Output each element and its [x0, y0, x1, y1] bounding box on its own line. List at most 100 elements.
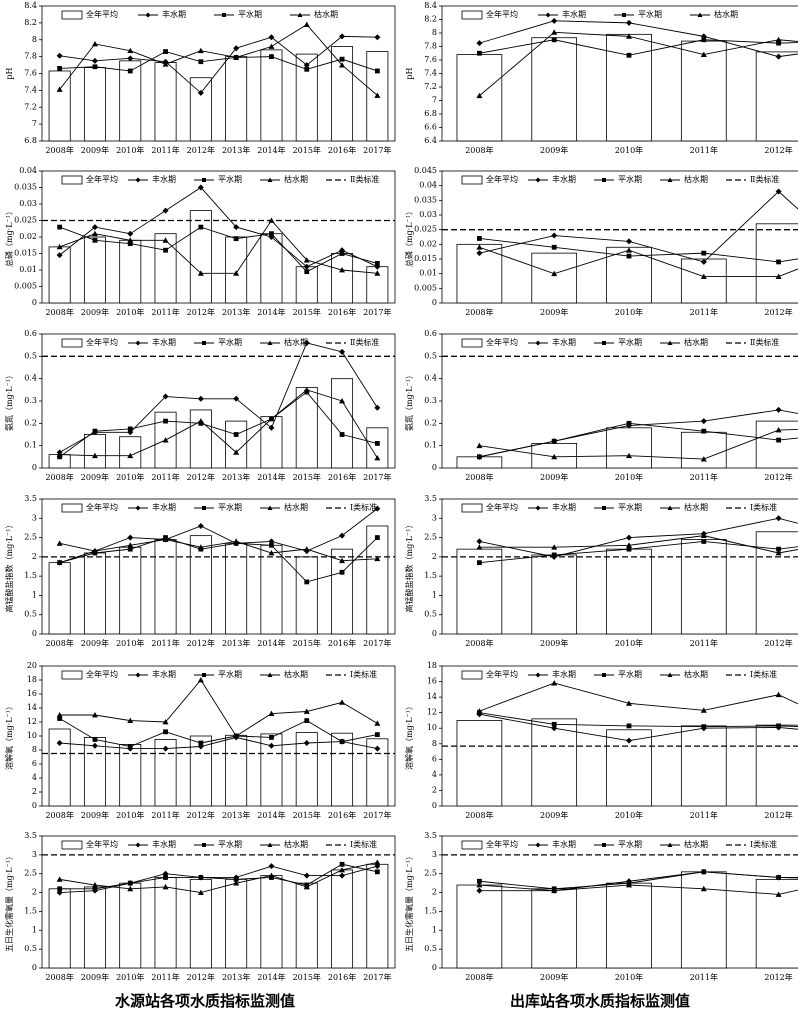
marker-diamond — [700, 418, 707, 425]
marker-diamond — [339, 532, 346, 539]
bar — [295, 53, 318, 142]
series-line — [59, 35, 378, 94]
y-tick-label: 0 — [32, 629, 37, 638]
x-tick-label: 2012年 — [187, 472, 215, 482]
y-tick-label: 0.035 — [414, 195, 437, 204]
series-line — [479, 517, 798, 558]
marker-diamond — [135, 842, 141, 848]
marker-triangle — [197, 889, 204, 895]
x-tick-label: 2012年 — [764, 472, 792, 482]
x-tick-label: 2010年 — [615, 472, 643, 482]
x-tick-label: 2015年 — [293, 472, 321, 482]
y-axis-label: 五日生化需氧量（mg·L⁻¹） — [4, 852, 14, 952]
y-tick-label: 0.04 — [419, 181, 437, 190]
marker-triangle — [267, 177, 273, 182]
x-tick-label: 2008年 — [45, 472, 73, 482]
marker-triangle — [700, 707, 707, 713]
marker-triangle — [374, 270, 381, 276]
marker-square — [57, 716, 63, 721]
series-line — [479, 190, 798, 263]
y-tick-label: 0.01 — [19, 265, 37, 274]
y-axis-label: 溶解氧（mg·L⁻¹） — [404, 702, 414, 770]
marker-square — [304, 718, 310, 723]
bar — [456, 720, 503, 807]
bar — [606, 33, 652, 142]
x-tick-label: 2010年 — [116, 972, 144, 982]
legend-swatch — [461, 175, 483, 185]
marker-triangle — [268, 710, 275, 716]
x-tick-label: 2012年 — [764, 638, 792, 648]
marker-triangle — [233, 270, 240, 276]
marker-diamond — [535, 340, 541, 346]
y-tick-label: 2.5 — [24, 533, 37, 542]
marker-square — [198, 59, 204, 65]
marker-triangle — [303, 386, 310, 393]
marker-triangle — [626, 700, 632, 706]
marker-square — [602, 506, 606, 510]
plot-frame — [41, 498, 396, 635]
bar — [606, 882, 652, 969]
x-tick-label: 2012年 — [764, 972, 792, 982]
y-tick-label: 1 — [32, 925, 37, 934]
series-line — [479, 238, 798, 263]
marker-square — [602, 673, 606, 677]
marker-triangle — [476, 442, 483, 449]
marker-diamond — [303, 62, 310, 69]
marker-diamond — [476, 538, 483, 545]
y-tick-label: 18 — [427, 661, 437, 670]
marker-square — [374, 732, 380, 737]
x-tick-label: 2008年 — [45, 145, 73, 155]
marker-square — [477, 454, 482, 460]
bar — [295, 732, 318, 807]
marker-square — [701, 869, 707, 875]
marker-square — [92, 237, 98, 243]
y-tick-label: 8 — [32, 35, 37, 44]
legend-label: 丰水期 — [152, 337, 176, 347]
marker-diamond — [535, 672, 541, 678]
marker-triangle — [127, 542, 134, 548]
x-tick-label: 2011年 — [151, 307, 179, 317]
legend-label: Ⅰ类标准 — [750, 839, 777, 849]
marker-triangle — [233, 54, 240, 60]
y-tick-label: 1.5 — [424, 906, 437, 915]
bar — [366, 427, 389, 469]
marker-triangle — [626, 452, 632, 459]
legend-swatch — [461, 670, 483, 680]
bar — [755, 878, 798, 969]
y-tick-label: 2.5 — [24, 869, 37, 878]
y-tick-label: 0.5 — [424, 610, 437, 619]
bar — [225, 878, 248, 969]
x-tick-label: 2013年 — [222, 638, 250, 648]
marker-square — [551, 244, 557, 250]
marker-triangle — [91, 230, 98, 237]
marker-diamond — [233, 45, 240, 52]
bar — [755, 724, 798, 807]
marker-diamond — [545, 12, 551, 18]
marker-triangle — [303, 21, 310, 27]
legend-swatch — [61, 10, 83, 20]
legend-label: 平水期 — [618, 502, 642, 512]
marker-triangle — [374, 555, 381, 562]
marker-diamond — [626, 534, 632, 541]
y-tick-label: 6 — [432, 754, 437, 763]
y-axis-label: pH — [5, 67, 14, 79]
x-tick-label: 2008年 — [45, 810, 73, 820]
marker-square — [374, 869, 380, 875]
marker-triangle — [127, 47, 134, 54]
marker-triangle — [339, 699, 346, 705]
marker-diamond — [551, 17, 558, 24]
series-line — [59, 389, 378, 459]
marker-triangle — [233, 538, 240, 544]
legend-label: Ⅱ类标准 — [750, 337, 779, 347]
y-tick-label: 0.045 — [414, 166, 437, 175]
marker-triangle — [197, 47, 204, 54]
series-line — [59, 736, 378, 750]
x-tick-label: 2009年 — [81, 472, 109, 482]
y-tick-label: 0.005 — [414, 283, 437, 292]
y-axis-label: 溶解氧（mg·L⁻¹） — [4, 702, 14, 770]
y-tick-label: 0 — [32, 463, 37, 472]
marker-diamond — [91, 224, 98, 231]
x-tick-label: 2010年 — [116, 472, 144, 482]
marker-triangle — [197, 677, 204, 683]
x-tick-label: 2016年 — [328, 307, 356, 317]
